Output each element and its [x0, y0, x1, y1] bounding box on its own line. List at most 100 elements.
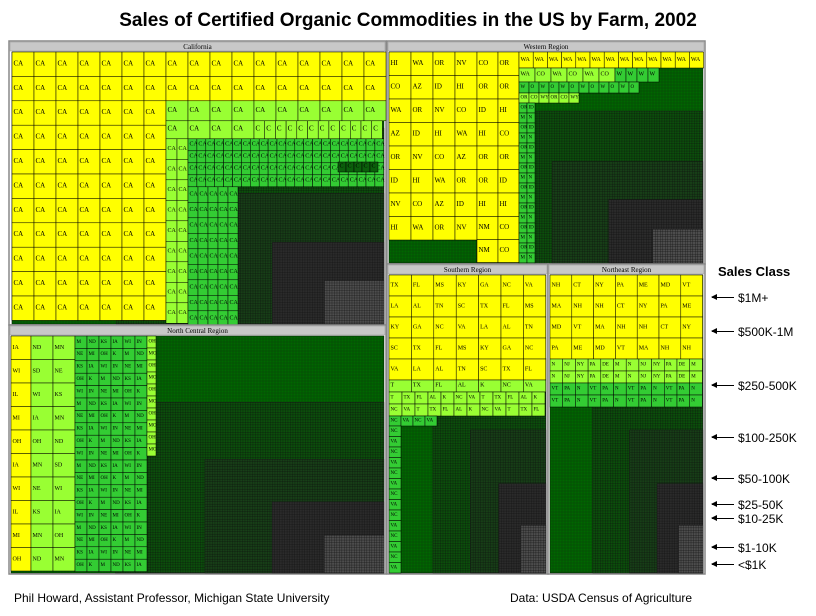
ca-lightgreen-label: CA [234, 125, 244, 133]
ca-green-label: CA [190, 177, 199, 183]
ca-green-label: CA [234, 153, 243, 159]
nc-green-label: K [89, 501, 93, 506]
nc-green-label: ND [113, 563, 121, 568]
ca-green-label: CA [287, 165, 296, 171]
south-yellow-label: TN [458, 367, 467, 373]
west-yellow-label: WA [413, 223, 424, 231]
ca-yellow-label: CA [124, 84, 134, 92]
nc-green-label: IA [137, 501, 143, 506]
north-central-under-1k [324, 534, 385, 574]
ca-green-label: CA [220, 269, 229, 275]
ca-lightgreen-label: CA [179, 269, 188, 275]
ca-yellow-label: CA [124, 279, 134, 287]
ne-lightgreen-label: NJ [640, 363, 646, 368]
legend-item: $10-25K [711, 512, 812, 526]
ne-lightgreen-label: PA [666, 375, 672, 380]
nc-green-label: M [125, 414, 130, 419]
west-yellow-label: OR [457, 176, 467, 184]
ca-yellow-label: CA [14, 279, 24, 287]
west-yellow-label: OR [435, 223, 445, 231]
west-yellow-label: CO [500, 223, 510, 231]
south-lightgreen-label: FL [508, 396, 514, 401]
ca-yellow-label: CA [146, 108, 156, 116]
ca-green-label: CA [198, 153, 207, 159]
ca-yellow-label: CA [168, 84, 178, 92]
ca-green-label: CA [200, 207, 209, 213]
ca-green-label: CA [305, 141, 314, 147]
ca-yellow-label: CA [102, 108, 112, 116]
nc-green-label: ND [113, 377, 121, 382]
west-green-label: OR [521, 146, 529, 151]
nc-lightgreen-label: MO [149, 352, 157, 357]
west-green [628, 81, 640, 94]
nc-green-label: MI [89, 538, 95, 543]
west-yellow-label: AZ [457, 153, 466, 161]
west-green-label: M [521, 156, 526, 161]
ca-yellow-label: CA [58, 84, 68, 92]
nc-lightgreen-label: MO [149, 448, 157, 453]
west-green-label: M [521, 216, 526, 221]
west-green-label: OR [521, 186, 529, 191]
west-yellow-label: ID [435, 82, 442, 90]
nc-green-label: IN [137, 340, 143, 345]
ca-green-label: CA [210, 300, 219, 306]
ca-green-label: CA [287, 153, 296, 159]
ca-green-small-label: C [356, 164, 360, 170]
nc-yellow-label: IL [13, 392, 19, 398]
ca-green-label: CA [323, 141, 332, 147]
legend-label: $100-250K [738, 431, 797, 445]
west-green-label: O [631, 85, 635, 90]
ca-green-label: CA [261, 153, 270, 159]
ne-green-label: VT [590, 399, 597, 404]
ca-lightgreen-label: C [330, 125, 335, 133]
ca-yellow-label: CA [102, 206, 112, 214]
west-green-label: W [561, 85, 566, 90]
ne-green [689, 394, 703, 408]
ca-green-label: CA [210, 238, 219, 244]
west-green-label: OR [521, 126, 529, 131]
west-yellow-label: CO [457, 106, 467, 114]
ca-green-label: CA [210, 191, 219, 197]
arrow-icon [711, 515, 734, 521]
nc-green-label: NE [125, 427, 132, 432]
south-yellow-label: MS [435, 283, 444, 289]
west-green-label: M [521, 196, 526, 201]
ca-green-label: CA [220, 253, 229, 259]
arrow-icon [711, 294, 734, 300]
ca-green-label: CA [190, 284, 199, 290]
west-green-label: ID [529, 166, 535, 171]
legend-item: $1-10K [711, 541, 812, 555]
west-green-label: N [529, 136, 533, 141]
west-lightgreen-label: CO [569, 72, 578, 78]
west-green-label: W [581, 85, 586, 90]
south-green-label: VA [391, 481, 398, 486]
ca-yellow-label: CA [146, 84, 156, 92]
nc-green-label: K [89, 377, 93, 382]
nc-green-label: MI [137, 427, 143, 432]
ca-green-label: CA [359, 153, 368, 159]
west-lightgreen-label: CO [531, 96, 538, 101]
nc-green-label: ND [137, 414, 145, 419]
ca-yellow-label: CA [36, 181, 46, 189]
region-california-title: California [183, 43, 212, 51]
ca-green-label: CA [230, 253, 239, 259]
nc-green-label: WI [77, 513, 84, 518]
ca-lightgreen-label: CA [179, 228, 188, 234]
ca-green-label: CA [216, 165, 225, 171]
nc-yellow-label: OH [13, 439, 22, 445]
ca-lightgreen-label: CA [278, 106, 288, 114]
west-yellow-label: HI [479, 200, 487, 208]
west-yellow-label: ID [391, 176, 398, 184]
northeast-under-1k [678, 525, 704, 574]
ca-green-label: CA [230, 315, 239, 321]
ne-lightgreen-label: PA [666, 363, 672, 368]
ne-yellow-label: NH [617, 325, 626, 331]
west-lightgreen-label: CO [537, 72, 546, 78]
west-green-label: O [611, 85, 615, 90]
ca-green-label: CA [243, 165, 252, 171]
ca-yellow-label: CA [146, 230, 156, 238]
ca-yellow-label: CA [14, 84, 24, 92]
nc-green-label: NE [77, 476, 84, 481]
south-yellow-label: FL [503, 304, 510, 310]
south-yellow-label: VA [391, 367, 400, 373]
